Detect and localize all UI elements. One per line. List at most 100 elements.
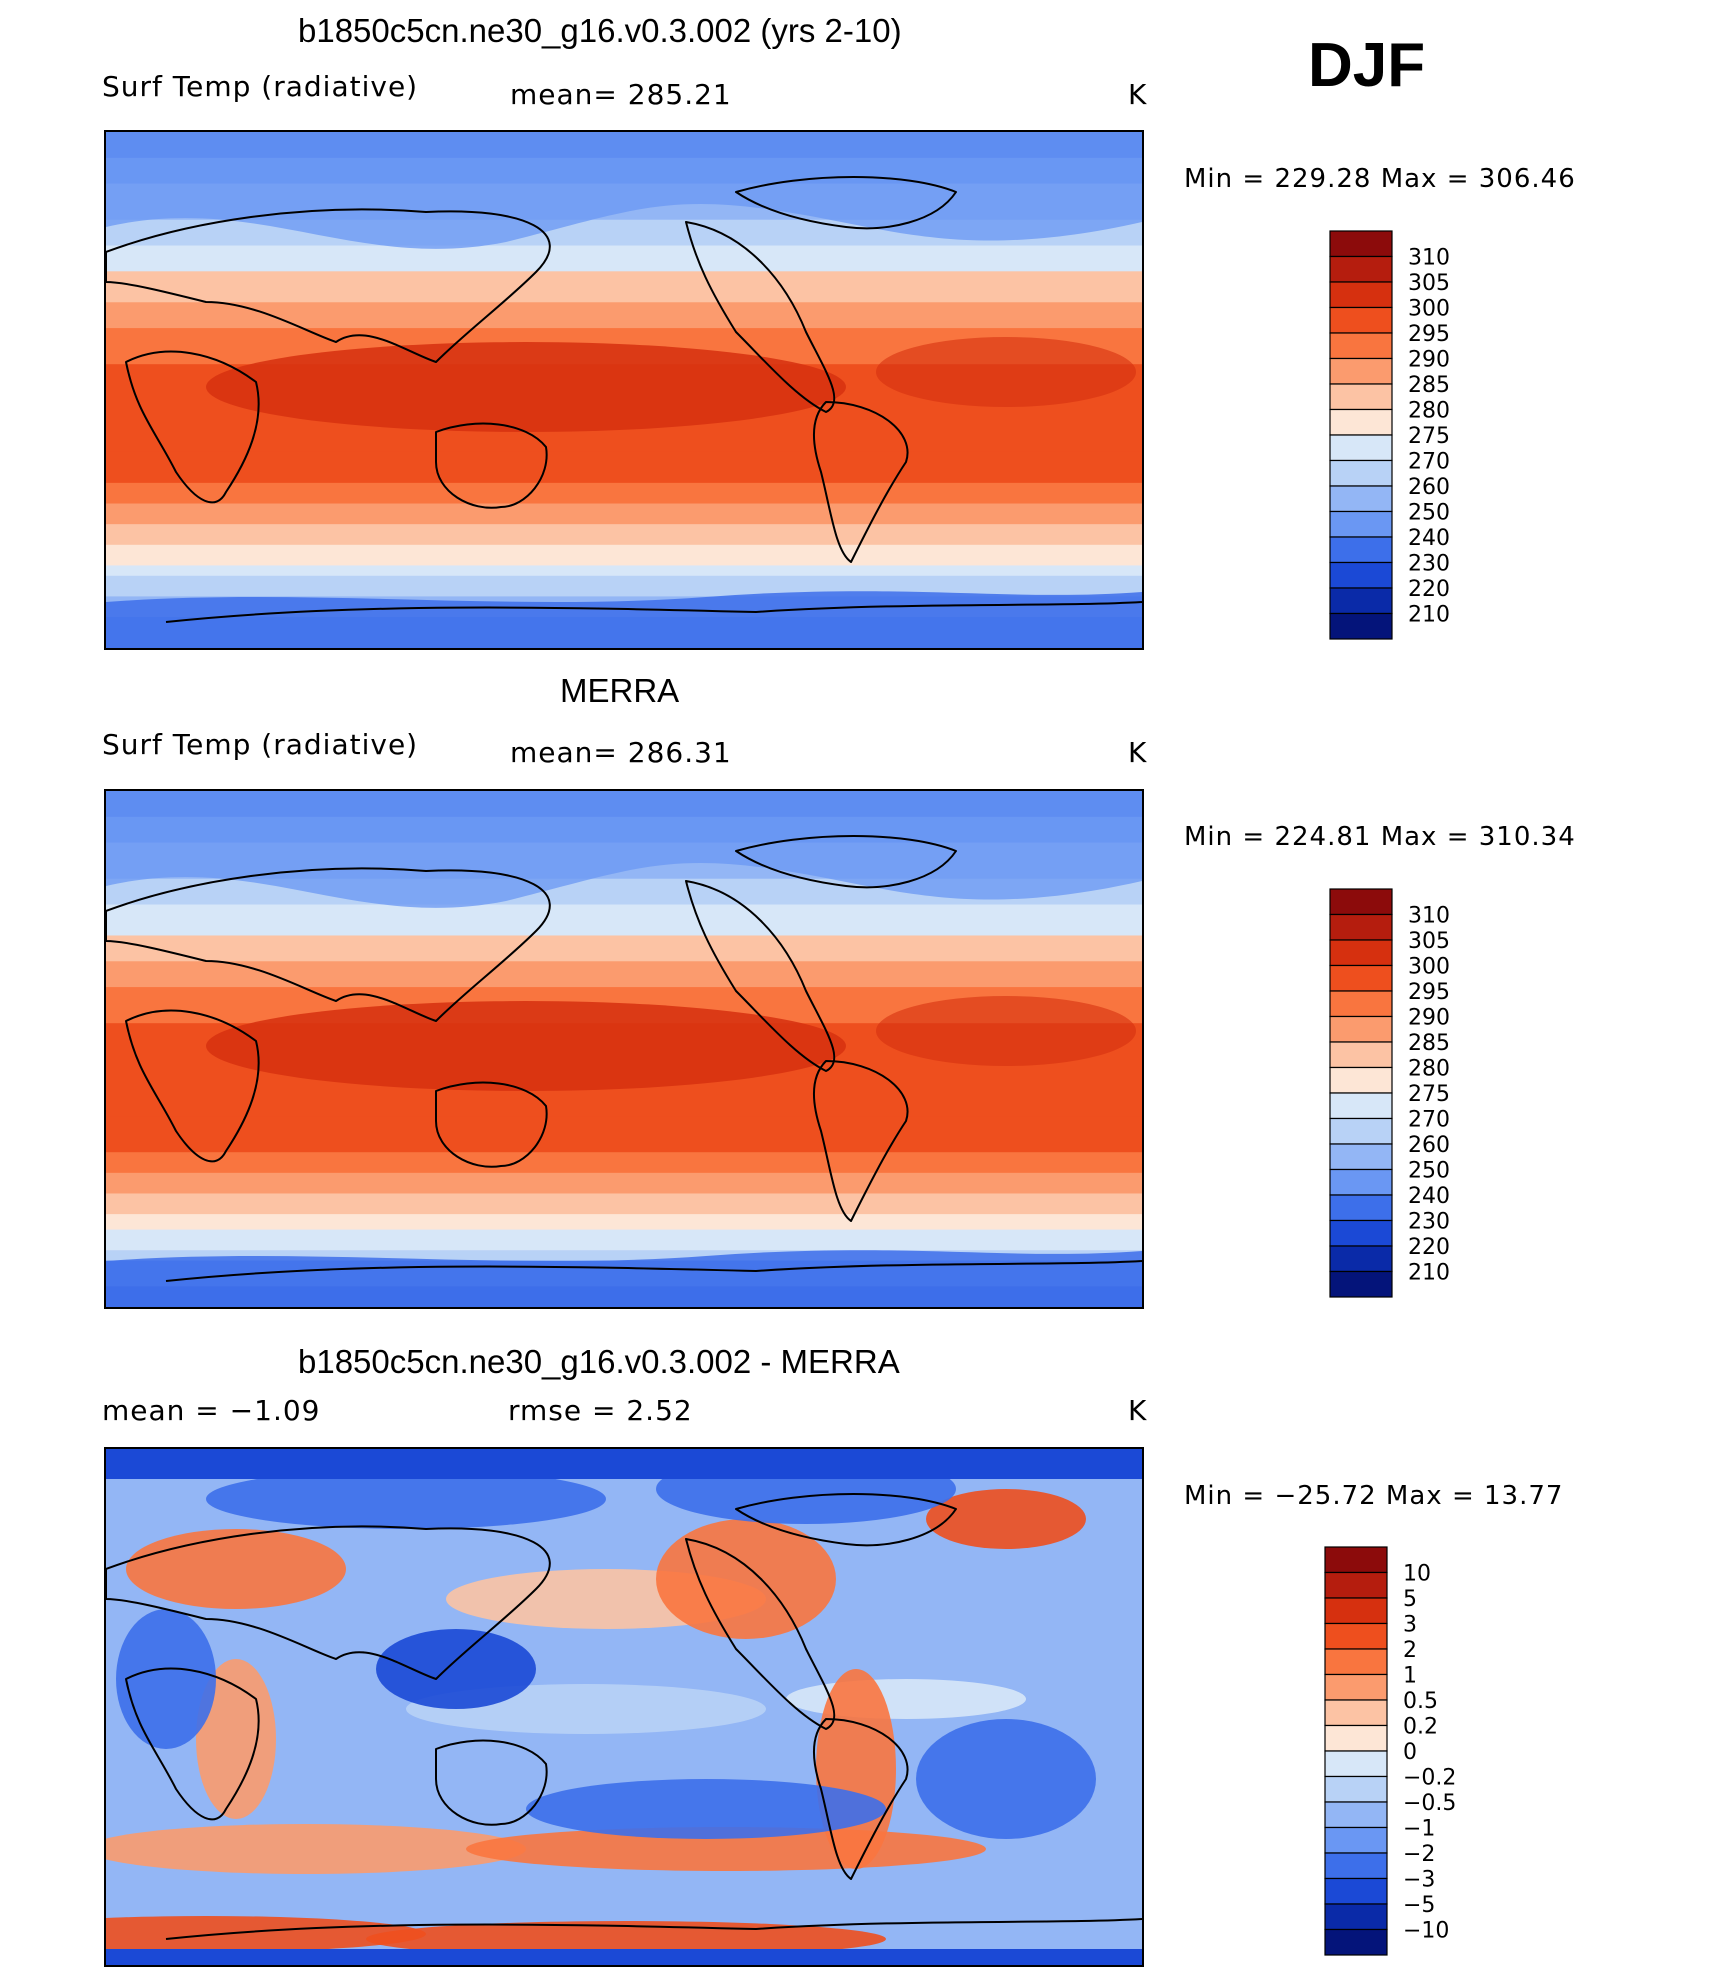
panel1-map <box>104 130 1144 650</box>
map-anomaly-patch <box>926 1489 1086 1549</box>
map-coastline <box>813 1718 909 1880</box>
map-coastline <box>125 350 260 504</box>
colorbar-tick-label: −5 <box>1403 1893 1435 1918</box>
colorbar-swatch <box>1329 1117 1393 1145</box>
colorbar-tick-label: 3 <box>1403 1613 1417 1638</box>
map-warm-pool <box>876 996 1136 1066</box>
map-anomaly-patch <box>656 1519 836 1639</box>
colorbar-tick-label: 240 <box>1408 1184 1450 1209</box>
panel2-colorbar: 310 305 300 295 290 285 280 275 270 260 250 240 230 2… <box>1329 888 1480 1299</box>
colorbar-tick-label: 10 <box>1403 1562 1431 1587</box>
colorbar-swatch <box>1324 1571 1388 1599</box>
panel2-map-plot <box>106 791 1142 1307</box>
map-latitude-band <box>106 503 1142 526</box>
map-coastline <box>106 867 551 1022</box>
panel1-min-max: Min = 229.28 Max = 306.46 <box>1184 164 1576 194</box>
map-latitude-band <box>106 935 1142 963</box>
colorbar-swatch <box>1324 1648 1388 1676</box>
panel1-units: K <box>1128 78 1148 111</box>
colorbar-tick-label: 305 <box>1408 271 1450 296</box>
map-latitude-band <box>106 1116 1142 1154</box>
colorbar-swatch <box>1324 1852 1388 1880</box>
map-coastline <box>735 1493 957 1547</box>
map-warm-pool <box>876 337 1136 407</box>
map-antarctica-region <box>106 591 1142 648</box>
map-latitude-band <box>106 451 1142 484</box>
colorbar-tick-label: 290 <box>1408 348 1450 373</box>
colorbar-swatch <box>1324 1801 1388 1829</box>
map-cold-region <box>106 132 1142 249</box>
colorbar-tick-label: 270 <box>1408 450 1450 475</box>
colorbar-tick-label: 1 <box>1403 1664 1417 1689</box>
colorbar-tick-label: 290 <box>1408 1006 1450 1031</box>
colorbar-swatch <box>1329 1219 1393 1247</box>
panel3-map <box>104 1447 1144 1967</box>
colorbar-swatch <box>1324 1775 1388 1803</box>
colorbar-swatch <box>1329 230 1393 258</box>
map-coastline <box>106 208 551 363</box>
colorbar-tick-label: 295 <box>1408 322 1450 347</box>
season-label: DJF <box>1308 31 1426 100</box>
colorbar-tick-label: 2 <box>1403 1638 1417 1663</box>
map-latitude-band <box>106 1214 1142 1231</box>
colorbar-tick-label: 5 <box>1403 1587 1417 1612</box>
map-coastline <box>813 401 909 563</box>
map-anomaly-patch <box>466 1827 986 1871</box>
colorbar-tick-label: 250 <box>1408 501 1450 526</box>
colorbar-tick-label: 280 <box>1408 399 1450 424</box>
panel1-colorbar: 310 305 300 295 290 285 280 275 270 260 250 240 230 2… <box>1329 230 1480 641</box>
colorbar-tick-label: 0.2 <box>1403 1715 1438 1740</box>
colorbar-tick-label: 285 <box>1408 373 1450 398</box>
colorbar-tick-label: 210 <box>1408 603 1450 628</box>
map-anomaly-patch <box>116 1609 216 1749</box>
map-coastline <box>685 1538 836 1730</box>
map-latitude-band <box>106 544 1142 567</box>
colorbar-tick-label: 310 <box>1408 246 1450 271</box>
colorbar-swatch <box>1329 1270 1393 1298</box>
colorbar-swatch <box>1324 1673 1388 1701</box>
colorbar-swatch <box>1329 1041 1393 1069</box>
panel2-variable-label: Surf Temp (radiative) <box>102 728 419 761</box>
colorbar-tick-label: 260 <box>1408 1133 1450 1158</box>
colorbar-tick-label: 220 <box>1408 1235 1450 1260</box>
map-antarctic-band <box>106 1949 1142 1965</box>
colorbar-tick-label: −0.2 <box>1403 1766 1456 1791</box>
map-latitude-band <box>106 904 1142 937</box>
colorbar-swatch <box>1324 1928 1388 1956</box>
colorbar-swatch <box>1329 990 1393 1018</box>
map-coastline <box>685 880 836 1072</box>
panel1-map-plot <box>106 132 1142 648</box>
panel2-title: MERRA <box>560 672 680 709</box>
map-latitude-band <box>106 1250 1142 1262</box>
colorbar-tick-label: 240 <box>1408 526 1450 551</box>
map-coastline <box>435 422 548 509</box>
map-anomaly-patch <box>106 1824 526 1874</box>
map-anomaly-patch <box>916 1719 1096 1839</box>
map-coastline <box>813 1060 909 1222</box>
map-warm-pool <box>206 342 846 432</box>
colorbar-swatch <box>1329 357 1393 385</box>
panel2-mean-label: mean= 286.31 <box>510 736 732 769</box>
colorbar-tick-label: 295 <box>1408 980 1450 1005</box>
colorbar-swatch <box>1329 964 1393 992</box>
panel1-title: b1850c5cn.ne30_g16.v0.3.002 (yrs 2-10) <box>298 12 902 49</box>
map-latitude-band <box>106 961 1142 989</box>
colorbar-tick-label: −2 <box>1403 1842 1435 1867</box>
colorbar-tick-label: 210 <box>1408 1261 1450 1286</box>
panel1-variable-label: Surf Temp (radiative) <box>102 70 419 103</box>
map-anomaly-patch <box>206 1469 606 1529</box>
map-anomaly-patch <box>126 1529 346 1609</box>
map-latitude-band <box>106 271 1142 304</box>
colorbar-swatch <box>1329 587 1393 615</box>
map-coastline <box>685 221 836 413</box>
colorbar-swatch <box>1324 1699 1388 1727</box>
colorbar-swatch <box>1329 306 1393 334</box>
map-latitude-band <box>106 1193 1142 1216</box>
colorbar-swatch <box>1324 1750 1388 1778</box>
map-antarctica-region <box>106 1250 1142 1307</box>
panel3-title: b1850c5cn.ne30_g16.v0.3.002 - MERRA <box>298 1343 900 1380</box>
colorbar-swatch <box>1329 612 1393 640</box>
panel3-units: K <box>1128 1394 1148 1427</box>
map-anomaly-patch <box>376 1629 536 1709</box>
